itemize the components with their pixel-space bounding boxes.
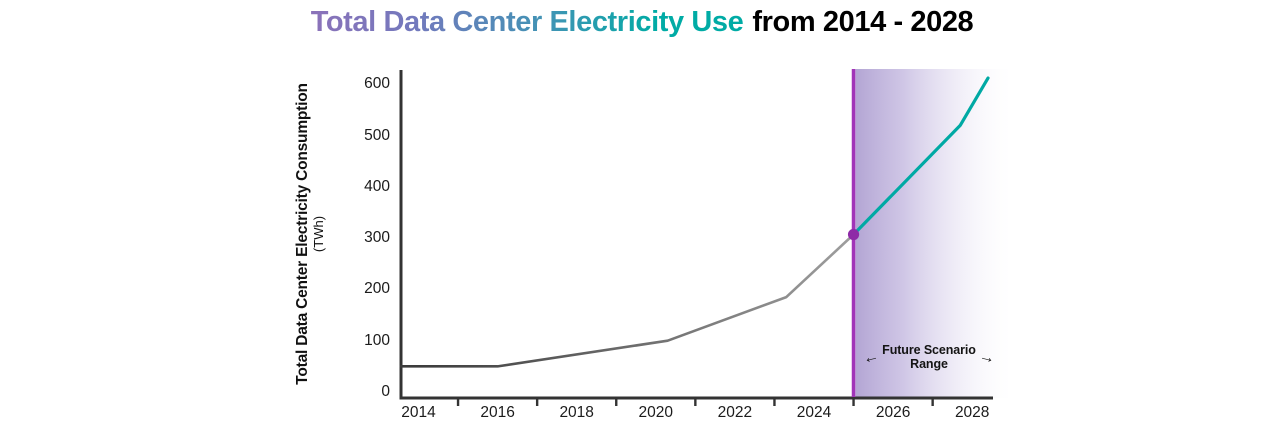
future-scenario-region [855, 69, 1016, 398]
future-scenario-annotation: ← Future Scenario Range → [855, 343, 1003, 371]
arrow-right-icon: → [977, 346, 997, 368]
projection-line [851, 76, 990, 237]
current-point-marker [847, 228, 860, 241]
arrow-left-icon: ← [861, 346, 881, 368]
future-scenario-line1: Future Scenario [882, 343, 976, 357]
future-scenario-label: Future Scenario Range [882, 343, 976, 371]
title-gradient-text: Total Data Center Electricity Use [310, 6, 744, 38]
historical-line [399, 233, 855, 368]
page-title: Total Data Center Electricity Use from 20… [0, 4, 1284, 40]
title-plain-text: from 2014 - 2028 [752, 6, 974, 38]
future-scenario-line2: Range [910, 356, 948, 371]
